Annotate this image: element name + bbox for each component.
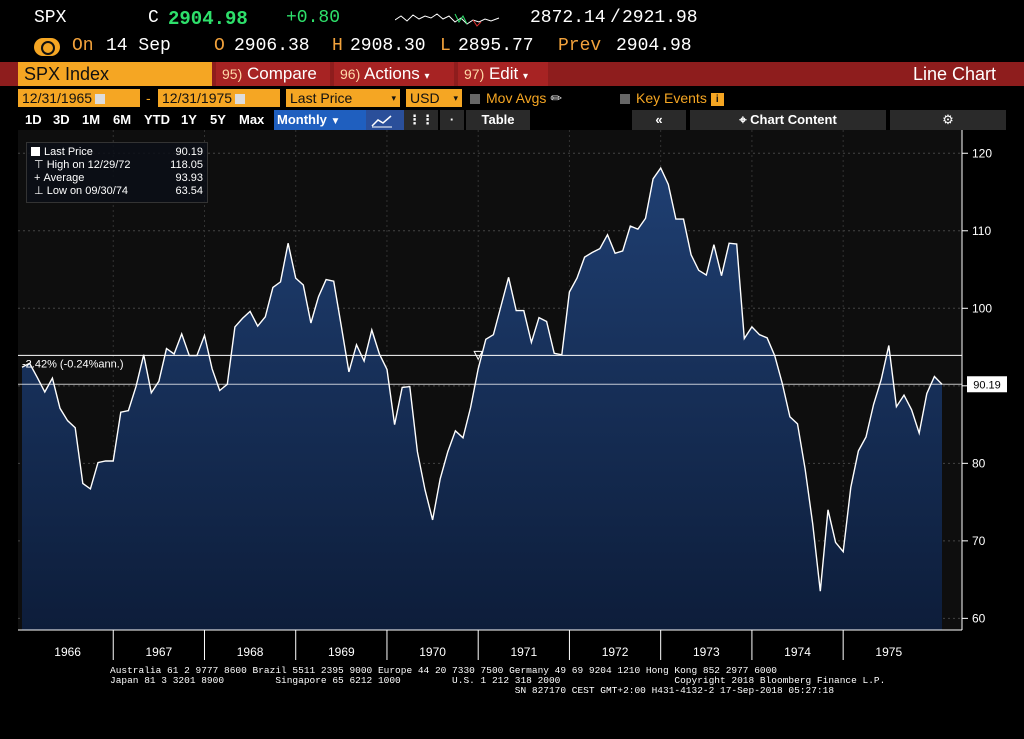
menu-bar: SPX Index 95) Compare 96) Actions ▾ 97) … [0, 62, 1024, 86]
range-bar: 1D 3D 1M 6M YTD 1Y 5Y Max Monthly ▼ ⋮⋮ ·… [0, 110, 1024, 130]
start-date-field[interactable]: 12/31/1965 [18, 89, 140, 107]
range-max[interactable]: Max [239, 112, 265, 127]
open-label: O [214, 36, 225, 56]
range-1d[interactable]: 1D [25, 112, 42, 127]
end-date-field[interactable]: 12/31/1975 [158, 89, 280, 107]
bar-chart-icon[interactable]: ⋮⋮ [404, 110, 438, 130]
more-options-icon[interactable]: · [440, 110, 464, 130]
average-cross-marker [473, 350, 484, 361]
x-tick-label: 1972 [602, 645, 629, 659]
prev-label: Prev [558, 36, 602, 56]
calendar-icon [235, 94, 246, 105]
intraday-sparkline-icon [395, 13, 500, 27]
legend-last-price[interactable]: Last Price 90.19 [31, 146, 203, 159]
controls-bar: 12/31/1965 - 12/31/1975 Last Price ▾ USD… [0, 88, 1024, 108]
y-tick-label: 70 [972, 534, 986, 548]
legend-low: ⊥ Low on 09/30/74 63.54 [31, 185, 203, 197]
chevron-down-icon: ▼ [330, 116, 341, 127]
actions-button[interactable]: 96) Actions ▾ [334, 62, 454, 86]
price-area [22, 168, 942, 630]
chevron-down-icon: ▾ [424, 71, 430, 82]
open-price: 2906.38 [234, 36, 310, 56]
quote-row-2: On 14 Sep O 2906.38 H 2908.30 L 2895.77 … [0, 36, 1024, 60]
legend-high: ⊤ High on 12/29/72 118.05 [31, 159, 203, 171]
quote-date: 14 Sep [106, 36, 171, 56]
currency-select[interactable]: USD ▾ [406, 89, 462, 107]
chart-content-button[interactable]: ⌖ Chart Content [690, 110, 886, 130]
range-6m[interactable]: 6M [113, 112, 132, 127]
chevron-down-icon: ▾ [453, 93, 458, 103]
close-prefix: C [148, 8, 159, 28]
chevron-down-icon: ▾ [391, 93, 396, 103]
range-3d[interactable]: 3D [53, 112, 70, 127]
x-tick-label: 1968 [237, 645, 264, 659]
checkbox-icon [620, 94, 630, 105]
x-tick-label: 1974 [784, 645, 811, 659]
mov-avgs-toggle[interactable]: Mov Avgs ✏ [470, 89, 562, 107]
footer-contacts: Australia 61 2 9777 8600 Brazil 5511 239… [110, 665, 886, 696]
y-tick-label: 110 [972, 224, 991, 238]
range-5y[interactable]: 5Y [210, 112, 226, 127]
calendar-icon [95, 94, 106, 105]
high-price: 2908.30 [350, 36, 426, 56]
prev-price: 2904.98 [616, 36, 692, 56]
date-range-dash: - [146, 90, 151, 106]
last-price-tag: 90.19 [967, 376, 1007, 393]
y-tick-label: 100 [972, 301, 992, 315]
range-1m[interactable]: 1M [82, 112, 101, 127]
low-label: L [440, 36, 451, 56]
edit-button[interactable]: 97) Edit ▾ [458, 62, 548, 86]
price-line [21, 166, 943, 592]
range-low: 2872.14 [530, 8, 606, 28]
x-tick-label: 1966 [54, 645, 81, 659]
range-high: 2921.98 [622, 8, 698, 28]
info-icon: i [710, 92, 724, 106]
legend-swatch [31, 147, 40, 156]
range-1y[interactable]: 1Y [181, 112, 197, 127]
key-events-toggle[interactable]: Key Events i [620, 89, 724, 107]
chart-legend: Last Price 90.19 ⊤ High on 12/29/72 118.… [26, 142, 208, 203]
x-tick-label: 1970 [419, 645, 446, 659]
x-tick-label: 1967 [146, 645, 173, 659]
line-chart: -2.42% (-0.24%ann.) 60708090100110120 19… [18, 130, 1007, 660]
chevron-down-icon: ▾ [523, 71, 529, 82]
history-icon[interactable] [34, 38, 60, 56]
periodicity-select[interactable]: Monthly ▼ [274, 110, 366, 130]
x-tick-label: 1971 [510, 645, 537, 659]
range-ytd[interactable]: YTD [144, 112, 170, 127]
y-tick-label: 120 [972, 146, 992, 160]
low-price: 2895.77 [458, 36, 534, 56]
y-tick-label: 80 [972, 456, 986, 470]
security-field[interactable]: SPX Index [18, 62, 212, 86]
chart-type-label: Line Chart [912, 64, 996, 84]
close-price: 2904.98 [168, 8, 248, 30]
x-tick-label: 1975 [875, 645, 902, 659]
x-axis: 1966 1967 1968 1969 1970 1971 1972 1973 1974 1975 [18, 629, 962, 660]
last-price-tag-text: 90.19 [973, 379, 1001, 391]
y-tick-label: 60 [972, 611, 986, 625]
range-sep: / [610, 8, 621, 28]
checkbox-icon [470, 94, 480, 105]
gear-icon[interactable]: ⚙ [890, 110, 1006, 130]
average-label: -2.42% (-0.24%ann.) [22, 358, 124, 370]
date-label: On [72, 36, 94, 56]
field-select[interactable]: Last Price ▾ [286, 89, 400, 107]
pencil-icon: ✏ [550, 90, 563, 106]
price-change: +0.80 [286, 8, 341, 28]
high-label: H [332, 36, 343, 56]
compare-button[interactable]: 95) Compare [216, 62, 330, 86]
legend-average: + Average 93.93 [31, 172, 203, 184]
x-tick-label: 1969 [328, 645, 355, 659]
chart-content-icon: ⌖ [739, 112, 747, 127]
quote-row-1: SPX C 2904.98 +0.80 2872.14 / 2921.98 [0, 8, 1024, 32]
ticker: SPX [34, 8, 67, 28]
table-button[interactable]: Table [466, 110, 530, 130]
collapse-icon[interactable]: « [632, 110, 686, 130]
line-chart-icon[interactable] [366, 110, 406, 130]
x-tick-label: 1973 [693, 645, 720, 659]
